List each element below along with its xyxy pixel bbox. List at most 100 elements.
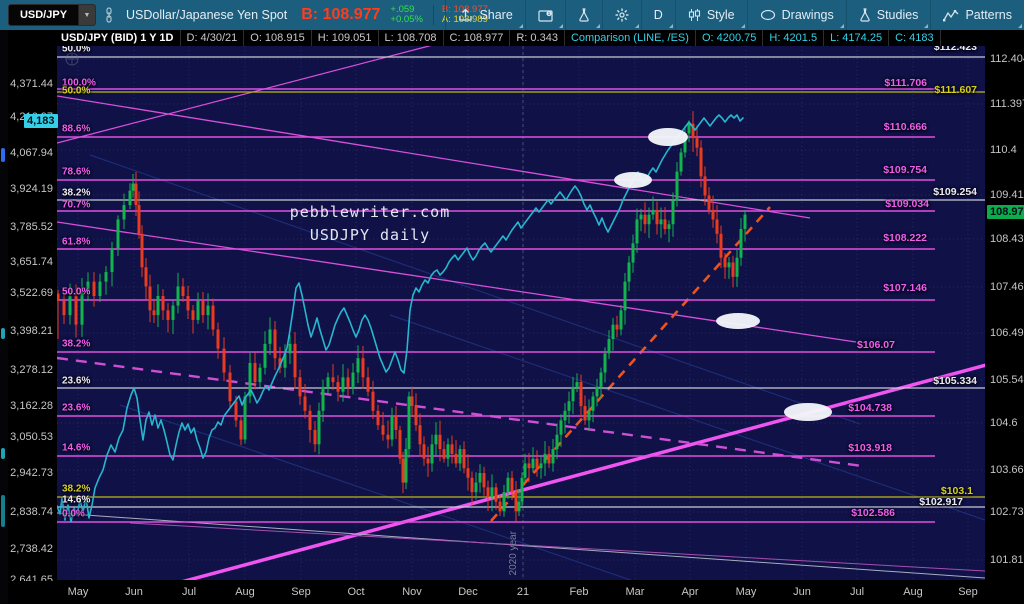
right-axis-tick: 109.411: [990, 189, 1024, 201]
month-label: 21: [516, 586, 530, 598]
month-label: Jun: [125, 586, 143, 598]
right-axis-tick: 108.432: [990, 233, 1024, 245]
status-field: D: 4/30/21: [181, 30, 245, 46]
highlight-ellipses-layer: [614, 128, 832, 421]
watermark-line2: USDJPY daily: [309, 226, 431, 244]
status-field: H: 109.051: [312, 30, 379, 46]
left-axis-tick: 3,278.12: [10, 364, 53, 376]
month-label: May: [67, 586, 89, 598]
zigzag-icon: [943, 9, 959, 21]
candles-icon: [688, 9, 700, 21]
toolbar-button-label: Studies: [876, 8, 919, 22]
flask-icon: [579, 8, 589, 22]
toolbar-button-label: Patterns: [965, 8, 1012, 22]
status-field: USD/JPY (BID) 1 Y 1D: [55, 30, 181, 46]
toolbar-button-label: Drawings: [781, 8, 834, 22]
left-axis-tick: 3,050.53: [10, 431, 53, 443]
left-axis-tick: 3,522.69: [10, 287, 53, 299]
chart-layers: [57, 46, 985, 580]
patterns-button[interactable]: Patterns: [930, 0, 1024, 30]
link-icon[interactable]: [104, 7, 114, 23]
d-button[interactable]: D: [640, 0, 675, 30]
status-field: O: 4200.75: [696, 30, 764, 46]
month-label: Dec: [458, 586, 478, 598]
status-field: L: 108.708: [379, 30, 444, 46]
toolbar-button-label: Share: [479, 8, 513, 22]
edge-mark: [1, 495, 5, 527]
month-label: Feb: [569, 586, 589, 598]
left-axis-tick: 3,398.21: [10, 325, 53, 337]
month-label: Jul: [849, 586, 865, 598]
right-axis-tick: 105.545: [990, 374, 1024, 386]
year-divider-label: 2020 year: [508, 531, 519, 576]
right-axis-tick: 103.663: [990, 464, 1024, 476]
status-field: L: 4174.25: [824, 30, 890, 46]
instrument-title: USDollar/Japanese Yen Spot: [126, 8, 288, 22]
month-label: Jul: [181, 586, 197, 598]
month-label: Sep: [958, 586, 978, 598]
share-icon: [459, 8, 473, 21]
studies-button[interactable]: Studies: [845, 0, 931, 30]
month-label: Mar: [625, 586, 645, 598]
candles-layer: [57, 111, 747, 522]
status-field: Comparison (LINE, /ES): [565, 30, 696, 46]
time-axis[interactable]: May Jun Jul Aug Sep Oct Nov Dec 21 Feb Mar Apr May Ju…: [0, 581, 1024, 604]
toolbar-button-label: D: [653, 8, 663, 22]
left-axis-tick: 2,738.42: [10, 543, 53, 555]
chevron-down-icon[interactable]: ▼: [78, 5, 95, 25]
left-axis-tick: 4,371.44: [10, 78, 53, 90]
right-axis-tick: 112.404: [990, 53, 1024, 65]
gear-icon: [615, 8, 629, 22]
bid-price-large: B: 108.977: [301, 6, 381, 23]
change-percent: +0.05%: [390, 14, 423, 25]
month-label: Aug: [235, 586, 255, 598]
month-label: Oct: [347, 586, 365, 598]
watermark-line1: pebblewriter.com: [289, 203, 451, 221]
drawing-anchor-icon: [65, 52, 79, 66]
left-axis-tick: 3,651.74: [10, 256, 53, 268]
symbol-label: USD/JPY: [19, 9, 68, 21]
right-axis-tick: 106.499: [990, 327, 1024, 339]
left-axis-tick: 3,162.28: [10, 400, 53, 412]
window-edge-strip: [0, 30, 8, 604]
month-label: Apr: [681, 586, 699, 598]
month-label: May: [735, 586, 757, 598]
left-axis-tick: 4,067.94: [10, 147, 53, 159]
right-price-axis[interactable]: 112.404 111.397 110.4 109.411 108.432 107.461…: [985, 46, 1024, 580]
status-field: R: 0.343: [510, 30, 565, 46]
month-label: Jun: [793, 586, 811, 598]
bid-small: B: 108.977: [441, 4, 488, 15]
status-field: C: 4183: [889, 30, 941, 46]
last-price-badge: 108.977: [987, 205, 1024, 219]
status-bar: USD/JPY (BID) 1 Y 1D D: 4/30/21 O: 108.915…: [55, 30, 1024, 46]
month-label: Nov: [402, 586, 422, 598]
drawings-button[interactable]: Drawings: [746, 0, 846, 30]
left-axis-tick: 2,838.74: [10, 506, 53, 518]
change-value: +.059: [390, 4, 415, 15]
watermark: pebblewriter.com USDJPY daily: [248, 201, 492, 247]
left-axis-tick: 3,785.52: [10, 221, 53, 233]
price-change: +.059 +0.05%: [390, 5, 423, 25]
gear-button[interactable]: [601, 0, 641, 30]
status-field: O: 108.915: [244, 30, 312, 46]
flask-button[interactable]: [564, 0, 602, 30]
share-button[interactable]: Share: [445, 0, 524, 30]
month-label: Sep: [291, 586, 311, 598]
style-button[interactable]: Style: [674, 0, 747, 30]
grid-layer: [57, 46, 985, 580]
status-field: C: 108.977: [444, 30, 511, 46]
edge-mark: [1, 328, 5, 339]
right-axis-tick: 101.815: [990, 554, 1024, 566]
window-badge-button[interactable]: 1: [524, 0, 565, 30]
symbol-dropdown[interactable]: USD/JPY ▼: [8, 4, 96, 26]
comparison-price-badge: 4,183: [24, 114, 58, 128]
window-badge-icon: 1: [538, 9, 553, 22]
month-label: Aug: [903, 586, 923, 598]
status-field: H: 4201.5: [763, 30, 825, 46]
right-axis-tick: 111.397: [990, 98, 1024, 110]
ellipse-icon: [760, 9, 775, 21]
left-axis-tick: 3,924.19: [10, 183, 53, 195]
